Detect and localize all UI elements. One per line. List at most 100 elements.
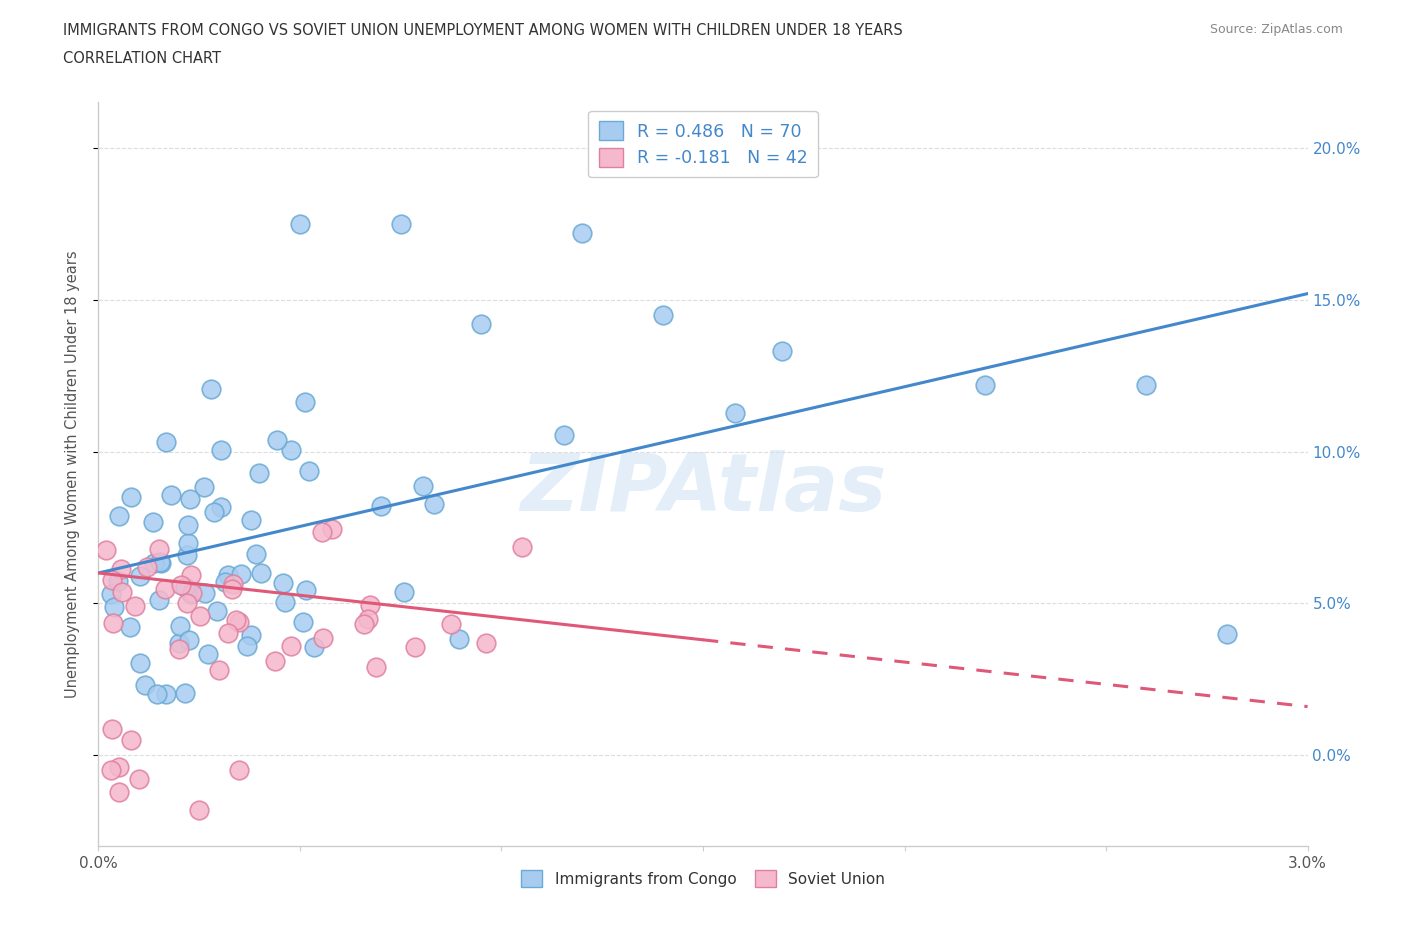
Point xyxy=(449,631,471,646)
Point xyxy=(304,639,326,654)
Point xyxy=(280,639,302,654)
Point xyxy=(107,784,129,799)
Point xyxy=(392,584,415,599)
Point xyxy=(245,547,267,562)
Point xyxy=(239,628,262,643)
Point xyxy=(128,772,150,787)
Point xyxy=(180,587,202,602)
Point xyxy=(174,579,197,594)
Point xyxy=(423,497,446,512)
Point xyxy=(100,587,122,602)
Point xyxy=(214,574,236,589)
Point xyxy=(155,687,177,702)
Point xyxy=(173,685,195,700)
Point xyxy=(294,394,316,409)
Point xyxy=(150,555,173,570)
Point xyxy=(134,677,156,692)
Point xyxy=(280,443,302,458)
Point xyxy=(146,687,169,702)
Point xyxy=(193,479,215,494)
Point xyxy=(370,498,392,513)
Point xyxy=(217,567,239,582)
Point xyxy=(359,598,381,613)
Point xyxy=(202,505,225,520)
Point xyxy=(179,491,201,506)
Point xyxy=(179,632,201,647)
Point xyxy=(197,647,219,662)
Point xyxy=(169,618,191,633)
Point xyxy=(295,583,318,598)
Point xyxy=(651,308,673,323)
Point xyxy=(1135,378,1157,392)
Point xyxy=(177,518,200,533)
Point xyxy=(222,576,245,591)
Point xyxy=(724,405,747,420)
Point xyxy=(111,585,134,600)
Point xyxy=(288,217,311,232)
Point xyxy=(103,600,125,615)
Point xyxy=(266,433,288,448)
Point xyxy=(229,566,252,581)
Point xyxy=(135,560,157,575)
Point xyxy=(142,514,165,529)
Point xyxy=(129,568,152,583)
Point xyxy=(167,636,190,651)
Point xyxy=(120,489,142,504)
Point xyxy=(176,548,198,563)
Point xyxy=(263,654,285,669)
Point xyxy=(110,562,132,577)
Point xyxy=(176,596,198,611)
Point xyxy=(153,581,176,596)
Legend: Immigrants from Congo, Soviet Union: Immigrants from Congo, Soviet Union xyxy=(513,862,893,895)
Point xyxy=(143,556,166,571)
Point xyxy=(353,617,375,631)
Point xyxy=(200,381,222,396)
Point xyxy=(217,625,239,640)
Point xyxy=(101,616,124,631)
Point xyxy=(470,316,492,331)
Point xyxy=(169,578,191,592)
Point xyxy=(120,733,142,748)
Point xyxy=(510,539,533,554)
Point xyxy=(107,574,129,589)
Point xyxy=(1216,626,1239,641)
Point xyxy=(148,541,170,556)
Point xyxy=(149,555,172,570)
Text: Source: ZipAtlas.com: Source: ZipAtlas.com xyxy=(1209,23,1343,36)
Point xyxy=(312,631,335,646)
Point xyxy=(475,635,498,650)
Point xyxy=(194,585,217,600)
Point xyxy=(159,487,181,502)
Point xyxy=(155,434,177,449)
Point xyxy=(129,656,152,671)
Point xyxy=(118,619,141,634)
Point xyxy=(311,525,333,539)
Point xyxy=(236,639,259,654)
Point xyxy=(167,642,190,657)
Point xyxy=(273,594,295,609)
Point xyxy=(770,343,793,358)
Point xyxy=(271,576,294,591)
Point xyxy=(180,567,202,582)
Point xyxy=(101,572,124,587)
Point xyxy=(298,464,321,479)
Point xyxy=(228,615,250,630)
Point xyxy=(124,599,146,614)
Point xyxy=(321,522,343,537)
Point xyxy=(100,722,122,737)
Point xyxy=(356,611,378,626)
Point xyxy=(209,499,232,514)
Point xyxy=(571,225,593,240)
Point xyxy=(553,428,575,443)
Point xyxy=(108,759,131,774)
Point xyxy=(404,639,426,654)
Text: ZIPAtlas: ZIPAtlas xyxy=(520,450,886,528)
Point xyxy=(209,442,232,457)
Text: IMMIGRANTS FROM CONGO VS SOVIET UNION UNEMPLOYMENT AMONG WOMEN WITH CHILDREN UND: IMMIGRANTS FROM CONGO VS SOVIET UNION UN… xyxy=(63,23,903,38)
Point xyxy=(100,763,122,777)
Text: CORRELATION CHART: CORRELATION CHART xyxy=(63,51,221,66)
Point xyxy=(108,509,131,524)
Point xyxy=(205,604,228,618)
Point xyxy=(225,613,247,628)
Point xyxy=(177,535,200,550)
